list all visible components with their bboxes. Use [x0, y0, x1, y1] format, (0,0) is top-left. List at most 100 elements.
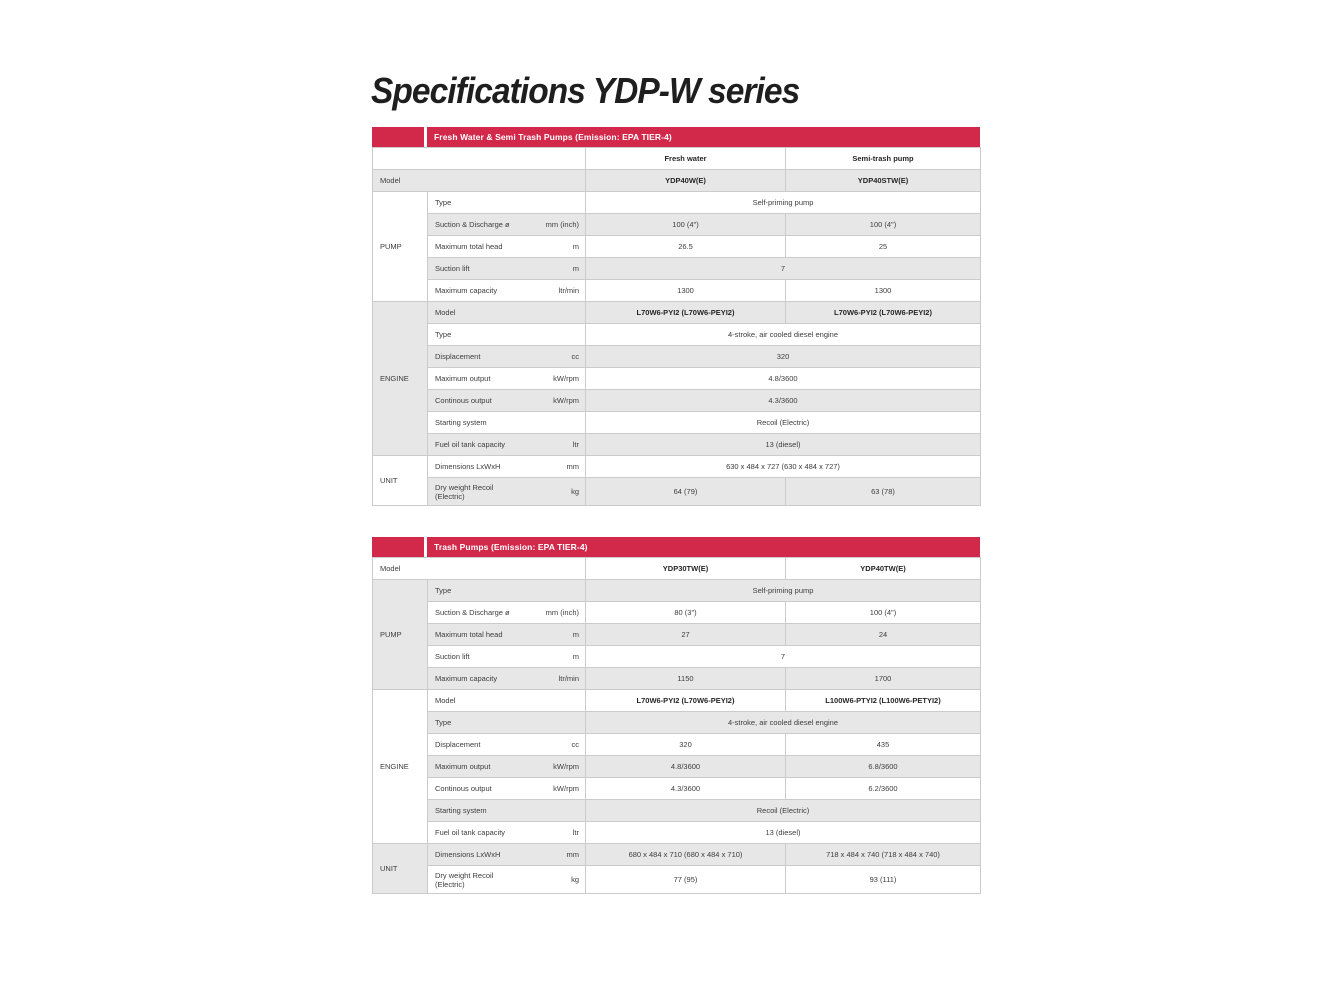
row-dimensions: UNIT Dimensions LxWxH mm 630 x 484 x 727 …: [372, 455, 981, 506]
section-label-engine: ENGINE: [372, 689, 428, 844]
row-unit: m: [572, 242, 579, 251]
row-label: Dimensions LxWxH: [435, 462, 501, 471]
row-unit: kW/rpm: [553, 374, 579, 383]
row-label: Fuel oil tank capacity: [435, 828, 506, 837]
value-cell: 4-stroke, air cooled diesel engine: [585, 323, 981, 346]
spec-table-fresh-water: Fresh Water & Semi Trash Pumps (Emission…: [372, 127, 981, 506]
row-label: Displacement: [435, 352, 481, 361]
value-cell: 7: [585, 257, 981, 280]
value-cell: 25: [785, 235, 981, 258]
row-pump-type: PUMP Type Self-priming pump: [372, 191, 981, 302]
empty-cell: [372, 147, 586, 170]
value-cell: 1300: [585, 279, 786, 302]
row-dimensions: UNIT Dimensions LxWxH mm 680 x 484 x 710 …: [372, 843, 981, 894]
row-unit: cc: [571, 740, 580, 749]
value-cell: Recoil (Electric): [585, 411, 981, 434]
row-max-capacity: Maximum capacity ltr/min 1150 1700: [373, 667, 981, 690]
column-header-fresh-water: Fresh water: [585, 147, 786, 170]
model-row: Model YDP40W(E) YDP40STW(E): [372, 169, 981, 192]
table-header-bar: Fresh Water & Semi Trash Pumps (Emission…: [372, 127, 980, 147]
row-label: Dry weight Recoil (Electric): [435, 870, 494, 889]
row-unit: m: [572, 264, 579, 273]
row-engine-type: Type 4-stroke, air cooled diesel engine: [373, 711, 981, 734]
value-cell: 100 (4"): [785, 601, 981, 624]
row-dry-weight: Dry weight Recoil (Electric) kg 64 (79) 6…: [373, 477, 981, 506]
value-cell: 630 x 484 x 727 (630 x 484 x 727): [585, 455, 981, 478]
value-cell: L70W6-PYI2 (L70W6-PEYI2): [585, 301, 786, 324]
red-accent-block: [372, 127, 424, 147]
row-suction-lift: Suction lift m 7: [373, 645, 981, 668]
row-label: Type: [435, 330, 452, 339]
row-suction-discharge: Suction & Discharge ø mm (inch) 80 (3") 1…: [373, 601, 981, 624]
row-label: Type: [435, 586, 452, 595]
row-unit: mm: [566, 850, 580, 859]
row-label: Maximum capacity: [435, 674, 498, 683]
value-cell: 1300: [785, 279, 981, 302]
value-cell: 6.2/3600: [785, 777, 981, 800]
row-label: Suction & Discharge ø: [435, 220, 510, 229]
value-cell: 1150: [585, 667, 786, 690]
value-cell: 24: [785, 623, 981, 646]
column-header-semi-trash-pump: Semi-trash pump: [785, 147, 981, 170]
row-unit: ltr/min: [558, 286, 579, 295]
row-continous-output: Continous output kW/rpm 4.3/3600 6.2/3600: [373, 777, 981, 800]
red-accent-block: [372, 537, 424, 557]
spec-table-trash: Trash Pumps (Emission: EPA TIER-4) Model…: [372, 537, 981, 894]
row-label: Maximum capacity: [435, 286, 498, 295]
row-unit: ltr/min: [558, 674, 579, 683]
value-cell: 27: [585, 623, 786, 646]
value-cell: Recoil (Electric): [585, 799, 981, 822]
row-displacement: Displacement cc 320 435: [373, 733, 981, 756]
model-label: Model: [372, 169, 586, 192]
row-max-total-head: Maximum total head m 27 24: [373, 623, 981, 646]
row-label: Suction lift: [435, 652, 470, 661]
value-cell: 6.8/3600: [785, 755, 981, 778]
section-label-engine: ENGINE: [372, 301, 428, 456]
row-unit: kW/rpm: [553, 396, 579, 405]
row-unit: m: [572, 652, 579, 661]
row-unit: mm: [566, 462, 580, 471]
value-cell: 64 (79): [585, 477, 786, 506]
value-cell: 4-stroke, air cooled diesel engine: [585, 711, 981, 734]
section-label-unit: UNIT: [372, 455, 428, 506]
section-label-pump: PUMP: [372, 191, 428, 302]
row-unit: kW/rpm: [553, 784, 579, 793]
row-unit: kg: [571, 487, 579, 496]
row-unit: cc: [571, 352, 580, 361]
row-label: Continous output: [435, 784, 492, 793]
value-cell: 13 (diesel): [585, 433, 981, 456]
value-cell: Self-priming pump: [585, 191, 981, 214]
value-cell: 1700: [785, 667, 981, 690]
row-unit: ltr: [572, 440, 579, 449]
row-unit: kg: [571, 875, 579, 884]
column-header-row: Fresh water Semi-trash pump: [372, 147, 981, 170]
row-unit: kW/rpm: [553, 762, 579, 771]
row-label: Continous output: [435, 396, 492, 405]
row-label: Displacement: [435, 740, 481, 749]
row-engine-type: Type 4-stroke, air cooled diesel engine: [373, 323, 981, 346]
row-starting-system: Starting system Recoil (Electric): [373, 799, 981, 822]
value-cell: L70W6-PYI2 (L70W6-PEYI2): [585, 689, 786, 712]
row-label: Maximum output: [435, 762, 491, 771]
model-value: YDP30TW(E): [585, 557, 786, 580]
row-label: Suction lift: [435, 264, 470, 273]
row-label: Model: [435, 308, 456, 317]
value-cell: 26.5: [585, 235, 786, 258]
row-displacement: Displacement cc 320: [373, 345, 981, 368]
row-engine-model: ENGINE Model L70W6-PYI2 (L70W6-PEYI2) L7…: [372, 301, 981, 456]
value-cell: L100W6-PTYI2 (L100W6-PETYI2): [785, 689, 981, 712]
row-label: Fuel oil tank capacity: [435, 440, 506, 449]
value-cell: 320: [585, 733, 786, 756]
row-continous-output: Continous output kW/rpm 4.3/3600: [373, 389, 981, 412]
model-value: YDP40STW(E): [785, 169, 981, 192]
value-cell: 93 (111): [785, 865, 981, 894]
row-label: Dimensions LxWxH: [435, 850, 501, 859]
row-label: Dry weight Recoil (Electric): [435, 482, 494, 501]
section-label-pump: PUMP: [372, 579, 428, 690]
row-label: Maximum total head: [435, 630, 503, 639]
value-cell: Self-priming pump: [585, 579, 981, 602]
model-value: YDP40TW(E): [785, 557, 981, 580]
row-unit: mm (inch): [545, 220, 579, 229]
table-title: Trash Pumps (Emission: EPA TIER-4): [427, 537, 980, 557]
